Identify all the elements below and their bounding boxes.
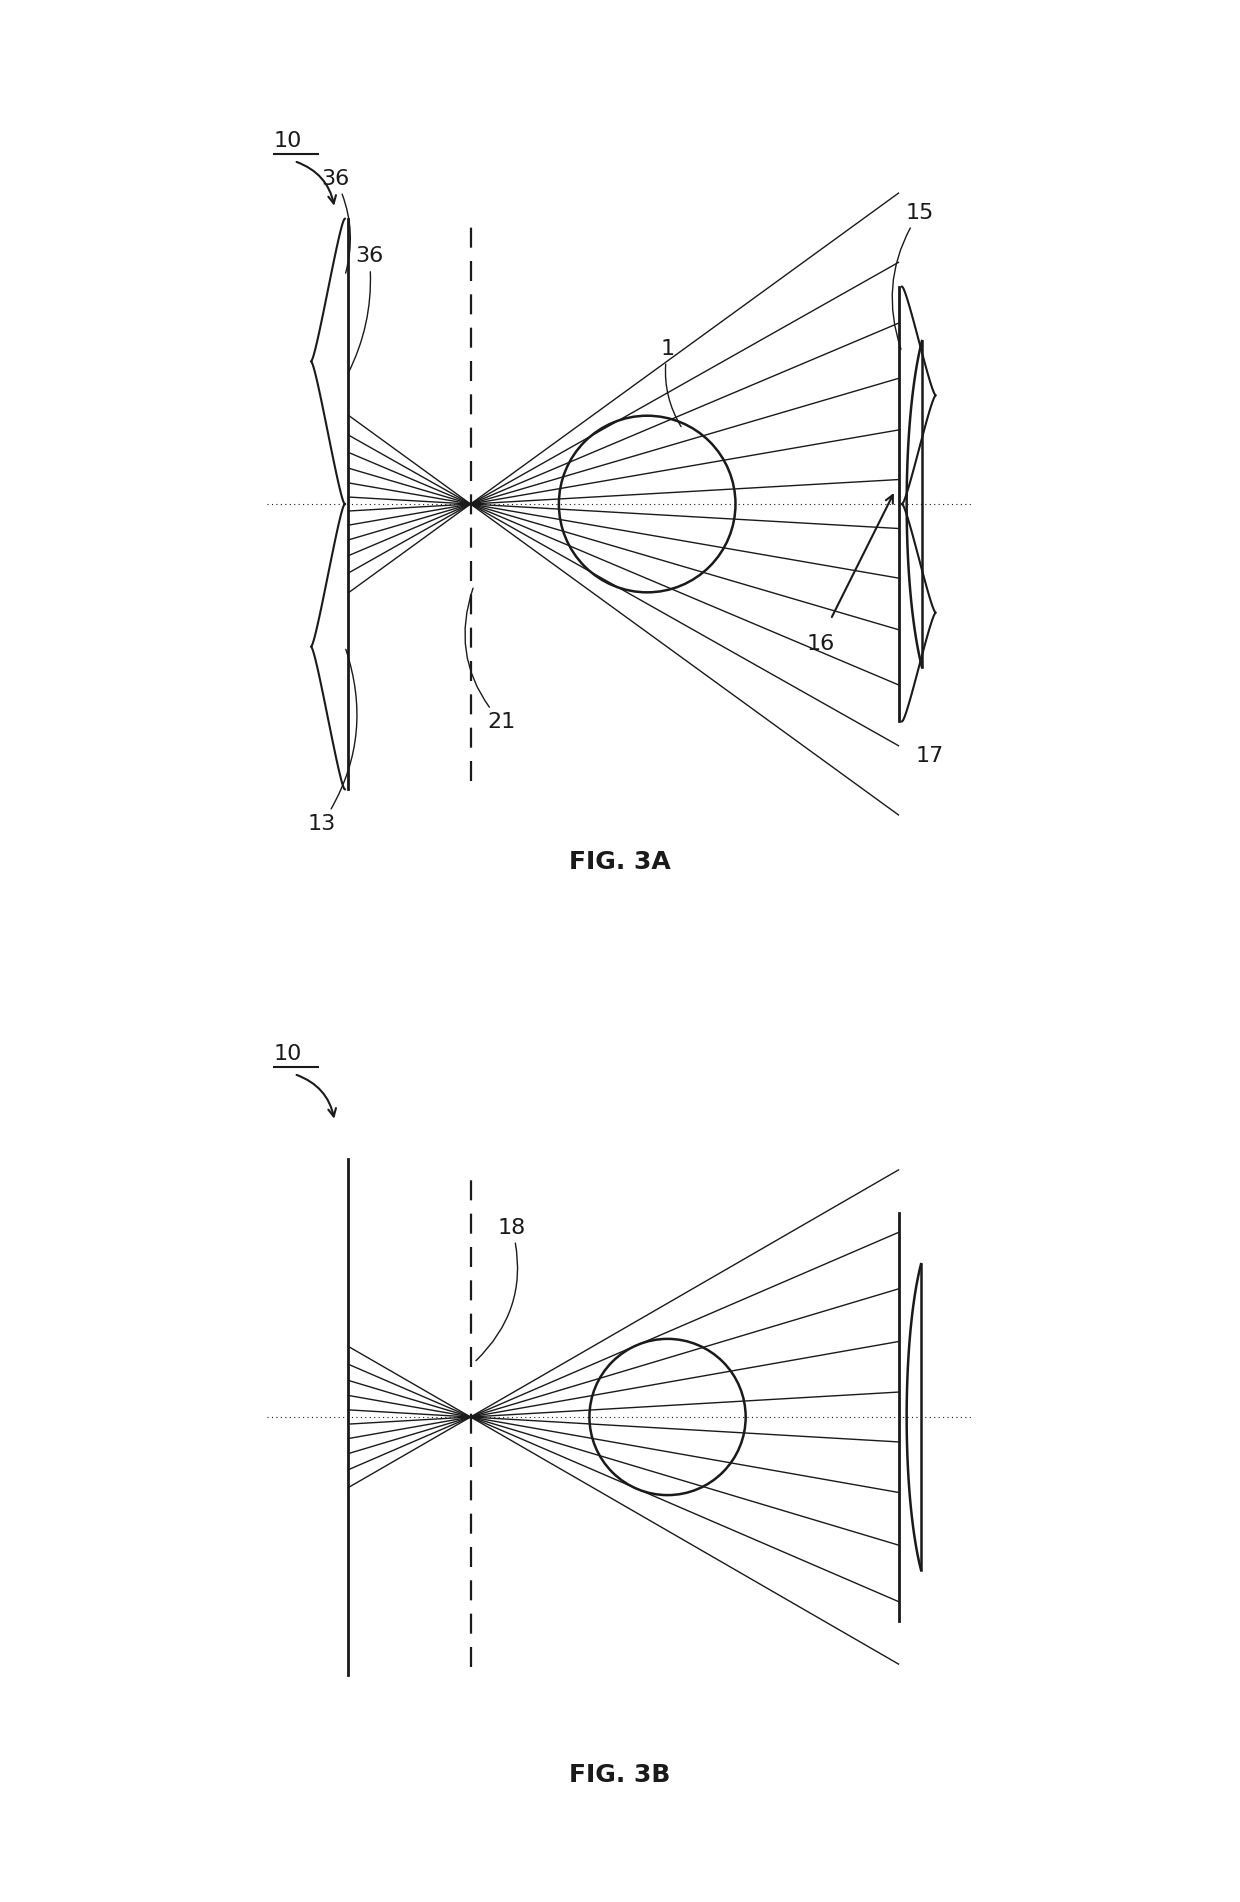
Text: 1: 1 bbox=[661, 339, 681, 426]
Text: 36: 36 bbox=[321, 169, 351, 274]
Text: 17: 17 bbox=[915, 746, 944, 767]
Text: 16: 16 bbox=[806, 633, 835, 654]
Text: 15: 15 bbox=[893, 204, 934, 350]
Text: FIG. 3B: FIG. 3B bbox=[569, 1763, 671, 1788]
Text: FIG. 3A: FIG. 3A bbox=[569, 850, 671, 875]
Text: 18: 18 bbox=[476, 1217, 526, 1360]
Text: 21: 21 bbox=[465, 588, 516, 732]
Text: 36: 36 bbox=[348, 245, 383, 373]
Text: 13: 13 bbox=[308, 649, 357, 835]
Text: 10: 10 bbox=[274, 1044, 301, 1063]
Text: 10: 10 bbox=[274, 131, 301, 150]
